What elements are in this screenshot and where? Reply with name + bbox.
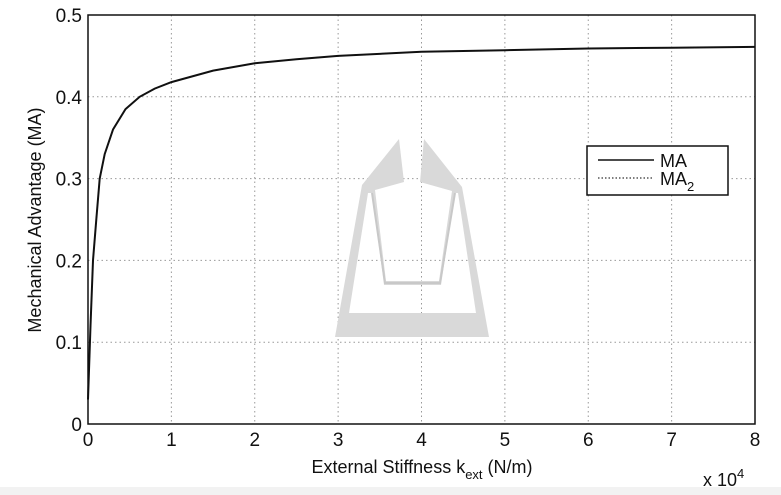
series-line-ma2 (87, 46, 756, 400)
x-tick-label: 1 (166, 430, 177, 451)
mechanism-frame (335, 139, 489, 337)
y-tick-label: 0.5 (56, 6, 82, 27)
x-tick-label: 7 (666, 430, 677, 451)
bottom-strip (0, 487, 781, 495)
y-tick-label: 0.2 (56, 251, 82, 272)
x-axis-label: External Stiffness kext (N/m) (311, 457, 532, 482)
plot-frame (87, 14, 756, 425)
x-tick-label: 6 (583, 430, 594, 451)
y-axis-label: Mechanical Advantage (MA) (25, 107, 45, 332)
x-multiplier: x 104 (703, 466, 744, 490)
legend-label-ma: MA (660, 151, 687, 171)
mechanism-inner-link (371, 192, 456, 284)
y-tick-label: 0.3 (56, 170, 82, 191)
x-tick-label: 5 (500, 430, 511, 451)
x-tick-label: 4 (416, 430, 427, 451)
legend-label-ma2: MA2 (660, 169, 694, 194)
legend: MA MA2 (586, 145, 729, 196)
x-tick-label: 8 (750, 430, 761, 451)
x-tick-label: 3 (333, 430, 344, 451)
x-tick-label: 2 (249, 430, 260, 451)
mechanism-inset (335, 139, 489, 337)
y-tick-label: 0.1 (56, 333, 82, 354)
tick-labels: 0 1 2 3 4 5 6 7 8 0 0.1 0.2 0.3 0.4 0.5 (56, 6, 761, 451)
y-tick-label: 0 (71, 415, 82, 436)
x-tick-label: 0 (83, 430, 94, 451)
y-tick-label: 0.4 (56, 88, 83, 109)
grid (88, 15, 755, 424)
series-layer (87, 45, 756, 400)
